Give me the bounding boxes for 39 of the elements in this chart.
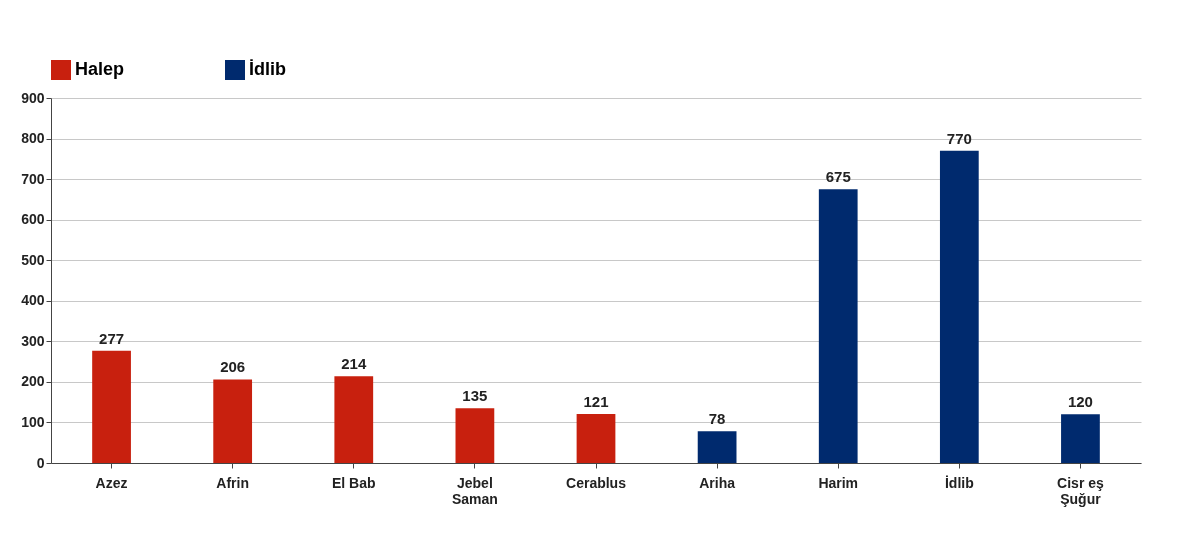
data-label: 121	[583, 392, 609, 410]
y-tick-label: 500	[21, 251, 45, 268]
data-label: 78	[708, 410, 726, 428]
y-tick-label: 200	[21, 373, 45, 390]
y-tick-label: 600	[21, 211, 45, 228]
x-tick-label: Cisr eş Şuğur	[1057, 474, 1104, 507]
data-label: 120	[1067, 393, 1093, 411]
data-label: 135	[462, 387, 488, 405]
x-tick-label: Cerablus	[566, 474, 627, 491]
bar	[92, 350, 131, 463]
y-tick-label: 900	[21, 89, 45, 106]
bar	[576, 413, 616, 463]
x-tick-label: Afrin	[216, 474, 249, 491]
data-label: 770	[946, 129, 972, 147]
x-tick-label: İdlib	[944, 474, 974, 491]
legend-label: İdlib	[249, 59, 286, 79]
bar	[939, 150, 979, 463]
x-tick-label: Jebel Saman	[451, 474, 498, 507]
x-tick-label: Harim	[818, 474, 859, 491]
y-tick-label: 100	[21, 413, 45, 430]
y-tick-label: 400	[21, 292, 45, 309]
y-tick-label: 800	[21, 130, 45, 147]
bar	[818, 189, 858, 463]
x-tick-label: Ariha	[699, 474, 736, 491]
data-label: 206	[220, 358, 246, 376]
legend-label: Halep	[75, 59, 125, 79]
data-label: 277	[99, 329, 125, 347]
x-tick-label: El Bab	[331, 474, 376, 491]
bar	[1061, 414, 1100, 463]
y-tick-label: 300	[21, 332, 45, 349]
data-label: 675	[825, 168, 851, 186]
bar	[697, 431, 737, 463]
bar	[455, 408, 495, 463]
bar	[334, 376, 374, 463]
y-tick-label: 700	[21, 170, 45, 187]
data-label: 214	[341, 355, 367, 373]
x-tick-label: Azez	[95, 474, 128, 491]
bar	[213, 379, 253, 463]
y-tick-label: 0	[36, 454, 45, 471]
